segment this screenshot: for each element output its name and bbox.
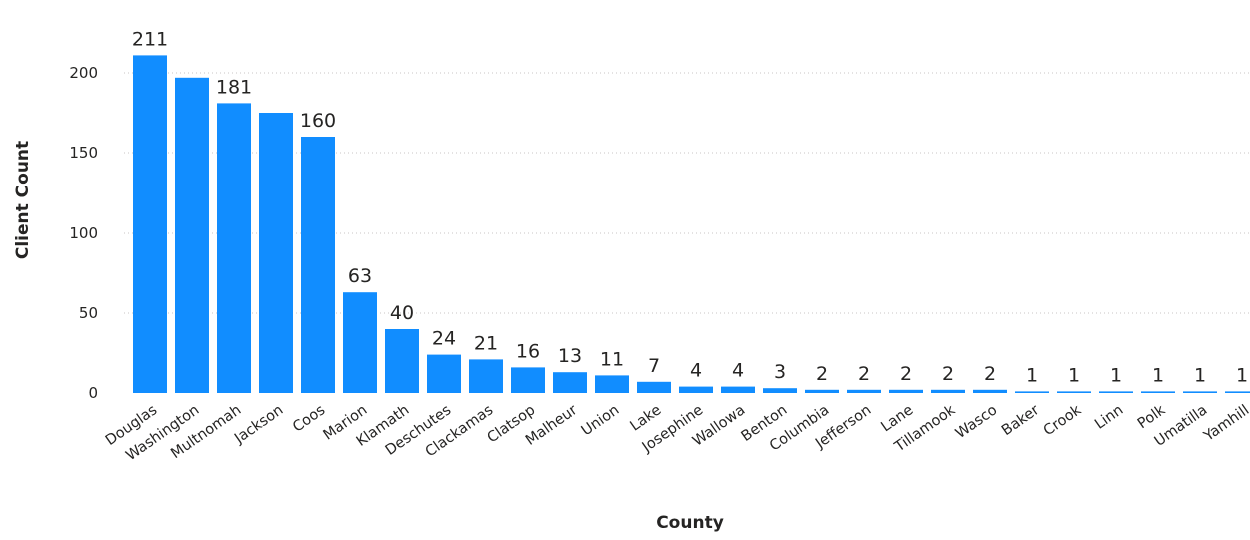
x-tick-label: Crook bbox=[1041, 402, 1085, 439]
bars bbox=[133, 55, 1250, 394]
bar-josephine[interactable] bbox=[679, 386, 713, 393]
x-tick-label: Yamhill bbox=[1200, 402, 1250, 445]
data-label: 1 bbox=[1236, 364, 1248, 386]
bar-yamhill[interactable] bbox=[1225, 391, 1250, 393]
data-label: 1 bbox=[1194, 364, 1206, 386]
bar-lake[interactable] bbox=[637, 381, 671, 393]
y-axis-title: Client Count bbox=[13, 141, 33, 259]
bar-tillamook[interactable] bbox=[931, 389, 965, 393]
data-label: 24 bbox=[432, 328, 456, 350]
bar-benton[interactable] bbox=[763, 388, 797, 393]
bar-union[interactable] bbox=[595, 375, 629, 393]
data-label: 40 bbox=[390, 302, 414, 324]
bar-multnomah[interactable] bbox=[217, 103, 251, 394]
y-tick-label: 100 bbox=[69, 224, 98, 242]
bar-crook[interactable] bbox=[1057, 391, 1091, 393]
bar-marion[interactable] bbox=[343, 292, 377, 393]
x-tick-label: Wasco bbox=[953, 402, 1001, 442]
data-label: 4 bbox=[690, 360, 702, 382]
data-label: 1 bbox=[1068, 364, 1080, 386]
bar-wallowa[interactable] bbox=[721, 386, 755, 393]
data-label: 7 bbox=[648, 355, 660, 377]
data-label: 2 bbox=[816, 363, 828, 385]
data-label: 2 bbox=[900, 363, 912, 385]
y-tick-label: 0 bbox=[88, 384, 98, 402]
data-label: 1 bbox=[1110, 364, 1122, 386]
data-label: 1 bbox=[1026, 364, 1038, 386]
data-label: 21 bbox=[474, 332, 498, 354]
data-label: 2 bbox=[984, 363, 996, 385]
bar-jefferson[interactable] bbox=[847, 389, 881, 393]
bar-wasco[interactable] bbox=[973, 389, 1007, 393]
data-label: 63 bbox=[348, 265, 372, 287]
data-label: 11 bbox=[600, 348, 624, 370]
bar-clackamas[interactable] bbox=[469, 359, 503, 393]
data-label: 2 bbox=[942, 363, 954, 385]
bar-umatilla[interactable] bbox=[1183, 391, 1217, 393]
bar-polk[interactable] bbox=[1141, 391, 1175, 393]
bar-columbia[interactable] bbox=[805, 389, 839, 393]
bar-lane[interactable] bbox=[889, 389, 923, 393]
bar-deschutes[interactable] bbox=[427, 354, 461, 393]
data-label: 4 bbox=[732, 360, 744, 382]
x-tick-label: Union bbox=[579, 402, 623, 439]
data-label: 181 bbox=[216, 76, 252, 98]
x-tick-label: Baker bbox=[999, 402, 1042, 439]
data-label: 13 bbox=[558, 345, 582, 367]
bar-coos[interactable] bbox=[301, 137, 335, 393]
bar-malheur[interactable] bbox=[553, 372, 587, 393]
data-label: 160 bbox=[300, 110, 336, 132]
bar-klamath[interactable] bbox=[385, 329, 419, 393]
x-tick-label: Linn bbox=[1092, 402, 1126, 433]
data-label: 1 bbox=[1152, 364, 1164, 386]
data-label: 2 bbox=[858, 363, 870, 385]
bar-jackson[interactable] bbox=[259, 113, 293, 393]
bar-washington[interactable] bbox=[175, 77, 209, 394]
bar-clatsop[interactable] bbox=[511, 367, 545, 393]
y-axis-ticks: 0 50 100 150 200 bbox=[69, 64, 98, 402]
y-tick-label: 150 bbox=[69, 144, 98, 162]
bar-baker[interactable] bbox=[1015, 391, 1049, 393]
data-label: 16 bbox=[516, 340, 540, 362]
x-axis-title: County bbox=[656, 513, 724, 533]
data-label: 3 bbox=[774, 361, 786, 383]
bar-linn[interactable] bbox=[1099, 391, 1133, 393]
y-tick-label: 200 bbox=[69, 64, 98, 82]
data-label: 211 bbox=[132, 28, 168, 50]
y-tick-label: 50 bbox=[79, 304, 98, 322]
bar-douglas[interactable] bbox=[133, 55, 167, 394]
